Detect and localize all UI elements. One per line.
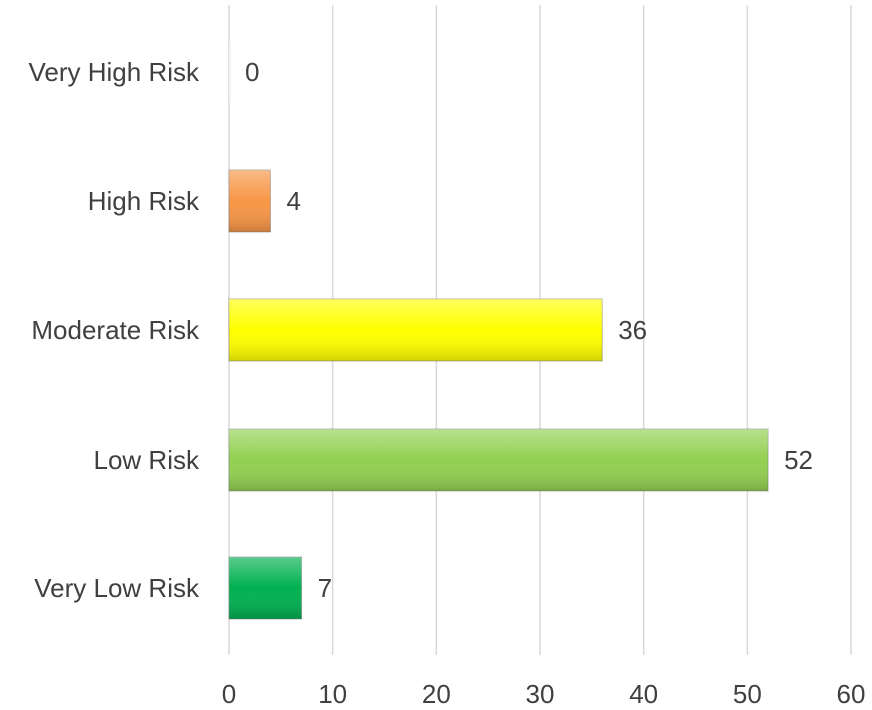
- x-tick-label-20: 20: [422, 679, 451, 709]
- bar-bevel-low-risk: [229, 429, 769, 491]
- category-label-moderate-risk: Moderate Risk: [31, 315, 200, 345]
- data-labels: 0 4 36 52 7: [245, 57, 813, 603]
- x-tick-label-50: 50: [733, 679, 762, 709]
- bar-bevel-high-risk: [229, 170, 271, 232]
- x-axis-tick-labels: 0 10 20 30 40 50 60: [222, 679, 866, 709]
- category-labels: Very High Risk High Risk Moderate Risk Low …: [29, 57, 200, 603]
- x-tick-label-40: 40: [629, 679, 658, 709]
- category-label-very-high-risk: Very High Risk: [29, 57, 200, 87]
- data-label-high-risk: 4: [286, 186, 300, 216]
- bar-very-high-risk: [229, 41, 231, 103]
- x-tick-label-30: 30: [526, 679, 555, 709]
- category-label-very-low-risk: Very Low Risk: [34, 573, 200, 603]
- bar-low-risk: [228, 428, 769, 492]
- bar-bevel-very-low-risk: [229, 557, 302, 619]
- x-tick-label-0: 0: [222, 679, 236, 709]
- data-label-very-high-risk: 0: [245, 57, 259, 87]
- data-label-moderate-risk: 36: [618, 315, 647, 345]
- data-label-very-low-risk: 7: [318, 573, 332, 603]
- bars-group: [228, 41, 769, 620]
- bar-bevel-moderate-risk: [229, 299, 603, 361]
- bar-very-low-risk: [228, 556, 303, 620]
- x-tick-label-60: 60: [837, 679, 866, 709]
- data-label-low-risk: 52: [784, 445, 813, 475]
- category-label-low-risk: Low Risk: [94, 445, 200, 475]
- category-label-high-risk: High Risk: [88, 186, 200, 216]
- x-tick-label-10: 10: [318, 679, 347, 709]
- bar-high-risk: [228, 169, 271, 233]
- bar-moderate-risk: [228, 298, 603, 362]
